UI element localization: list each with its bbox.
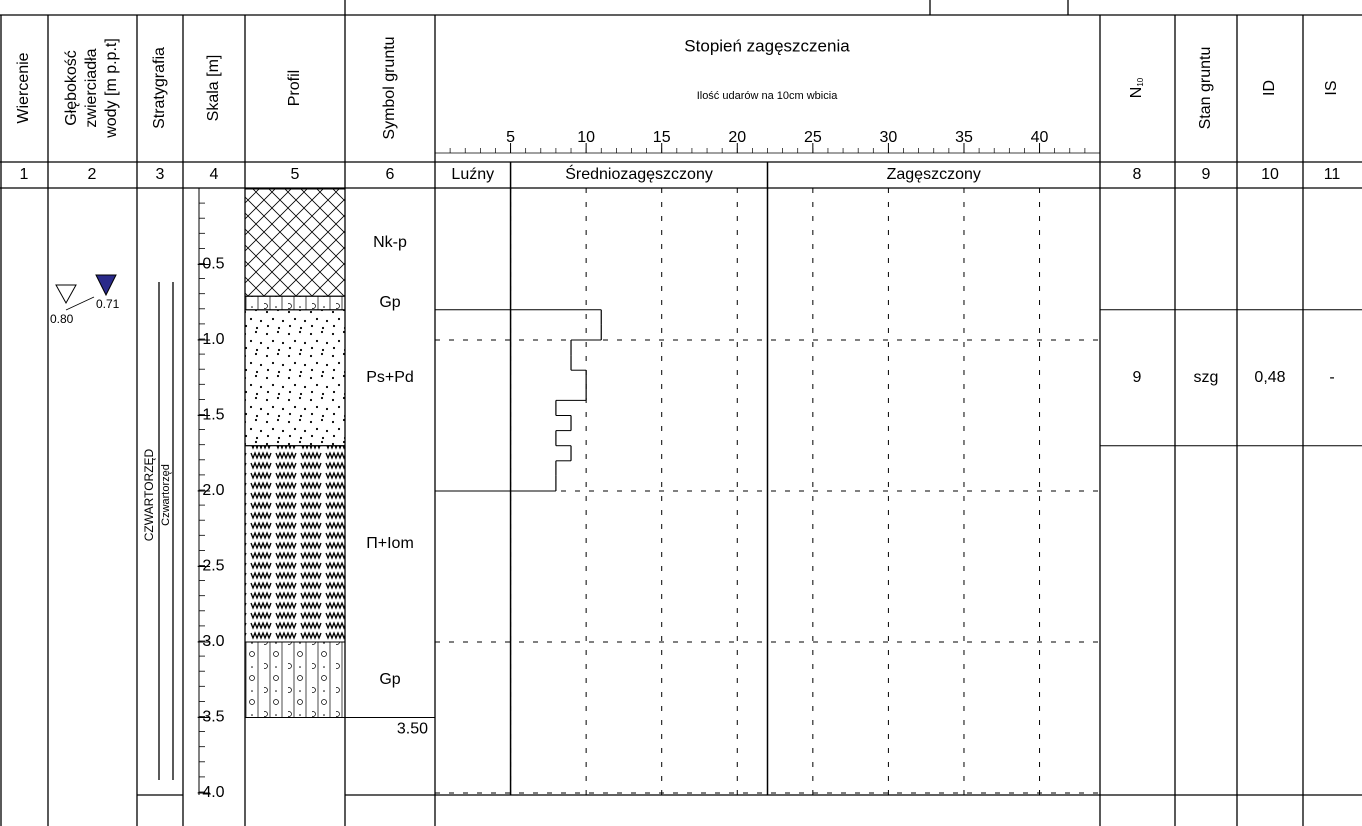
column-header: ID: [1261, 80, 1278, 96]
depth-tick-label: -0.5: [197, 256, 225, 273]
column-header: Skala [m]: [205, 55, 222, 122]
soil-layer: [245, 296, 345, 310]
x-tick-label: 5: [506, 129, 515, 146]
result-cell: -: [1329, 369, 1334, 386]
water-level: 0.80 0.71: [50, 275, 120, 326]
column-header: IS: [1323, 80, 1340, 95]
x-tick-label: 25: [804, 129, 822, 146]
water-symbol: [96, 275, 116, 295]
column-header: Stratygrafia: [151, 47, 168, 129]
column-number: 6: [386, 166, 395, 183]
result-cell: 0,48: [1254, 369, 1285, 386]
zone-label: Luźny: [451, 166, 494, 183]
water-connector: [66, 297, 94, 310]
column-number: 11: [1324, 166, 1341, 183]
soil-layer: [245, 189, 345, 296]
soil-layer: [245, 310, 345, 446]
soil-symbol: Gp: [379, 671, 400, 688]
soil-symbol: Nk-p: [373, 234, 407, 251]
x-tick-label: 40: [1031, 129, 1049, 146]
water-symbol: [56, 285, 76, 303]
depth-tick-label: -2.0: [197, 482, 225, 499]
chart-title: Stopień zagęszczenia: [684, 36, 850, 55]
soil-symbol: Π+Iom: [366, 535, 414, 552]
n10-sub: 10: [1136, 77, 1145, 86]
zone-label: Zagęszczony: [887, 166, 981, 183]
column-header: Symbol gruntu: [381, 36, 398, 139]
soil-symbol: Ps+Pd: [366, 369, 414, 386]
soil-layer: [245, 446, 345, 642]
depth-tick-label: -3.5: [197, 709, 225, 726]
column-header: Profil: [286, 70, 303, 106]
column-number: 1: [20, 166, 29, 183]
depth-tick-label: -1.5: [197, 407, 225, 424]
x-tick-label: 15: [653, 129, 671, 146]
column-number: 8: [1133, 166, 1142, 183]
column-header: zwierciadła: [83, 48, 100, 127]
soil-symbol: Gp: [379, 294, 400, 311]
column-number: 9: [1202, 166, 1211, 183]
column-header: Stan gruntu: [1197, 47, 1214, 130]
stratigraphy-label: CZWARTORZĘD: [142, 448, 156, 541]
result-cell: szg: [1194, 369, 1219, 386]
column-header: wody [m p.p.t]: [103, 38, 120, 139]
depth-tick-label: -3.0: [197, 633, 225, 650]
column-header: N10: [1128, 77, 1145, 98]
column-header: Głębokość: [63, 50, 80, 126]
stratigraphy-label: Czwartorzęd: [160, 464, 172, 526]
x-tick-label: 10: [577, 129, 595, 146]
borehole-log: Wiercenie Głębokość zwierciadła wody [m …: [0, 0, 1362, 826]
column-number: 5: [291, 166, 300, 183]
header: Wiercenie Głębokość zwierciadła wody [m …: [15, 36, 1340, 139]
water-label: 0.71: [96, 297, 120, 311]
water-label: 0.80: [50, 312, 74, 326]
depth-tick-label: -4.0: [197, 784, 225, 801]
depth-tick-label: -2.5: [197, 558, 225, 575]
column-number: 10: [1261, 166, 1279, 183]
column-header: Wiercenie: [15, 52, 32, 123]
end-depth-label: 3.50: [397, 721, 428, 738]
x-tick-label: 35: [955, 129, 973, 146]
x-tick-label: 30: [880, 129, 898, 146]
depth-tick-label: -1.0: [197, 331, 225, 348]
result-cell: 9: [1133, 369, 1142, 386]
column-number: 4: [210, 166, 219, 183]
chart-subtitle: Ilość udarów na 10cm wbicia: [697, 90, 839, 102]
soil-layer: [245, 642, 345, 718]
x-tick-label: 20: [728, 129, 746, 146]
column-number: 2: [88, 166, 97, 183]
column-number: 3: [156, 166, 165, 183]
zone-label: Średniozagęszczony: [565, 164, 713, 183]
n10-main: N: [1128, 87, 1145, 99]
